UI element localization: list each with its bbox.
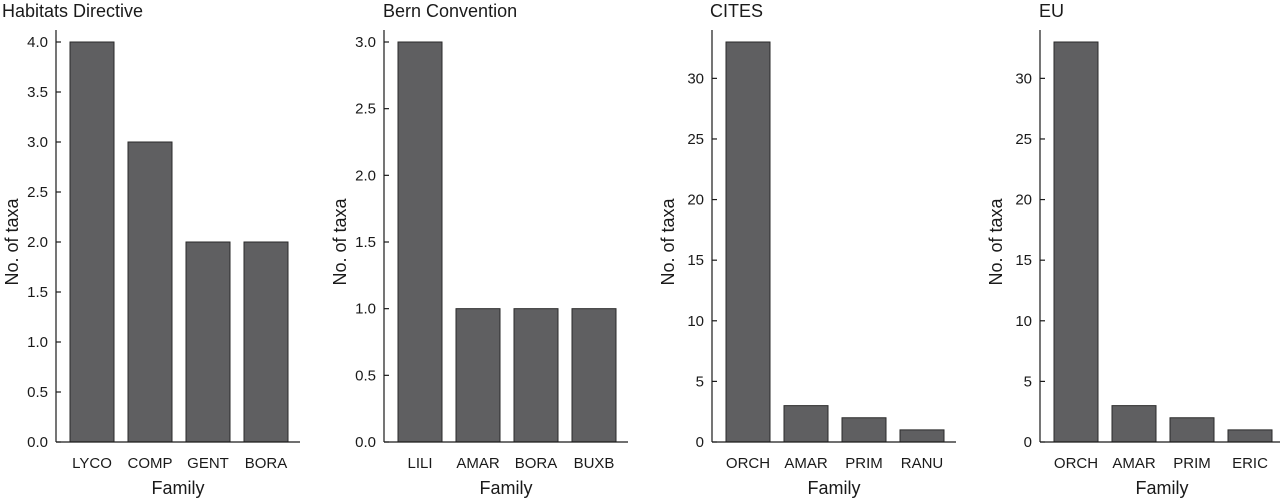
x-tick-label: LILI	[407, 455, 432, 472]
y-tick-label: 1.0	[27, 334, 48, 351]
y-tick-label: 20	[1015, 192, 1032, 209]
x-tick-label: ERIC	[1232, 455, 1268, 472]
y-tick-label: 1.5	[27, 284, 48, 301]
x-tick-label: LYCO	[72, 455, 112, 472]
y-tick-label: 0	[696, 434, 704, 451]
x-tick-label: GENT	[187, 455, 229, 472]
bar	[783, 405, 829, 443]
y-tick-label: 3.0	[27, 134, 48, 151]
y-tick-label: 25	[1015, 131, 1032, 148]
y-tick-label: 2.5	[27, 184, 48, 201]
bar	[1227, 429, 1273, 443]
x-tick-label: PRIM	[1173, 455, 1211, 472]
y-tick-label: 3.0	[355, 34, 376, 51]
y-axis-title: No. of taxa	[330, 197, 350, 285]
y-tick-label: 5	[1024, 373, 1032, 390]
y-axis-title: No. of taxa	[2, 197, 22, 285]
x-tick-label: ORCH	[726, 455, 770, 472]
bar	[1169, 417, 1215, 443]
x-axis-title: Family	[152, 478, 205, 498]
x-tick-label: BORA	[245, 455, 288, 472]
y-tick-label: 15	[1015, 252, 1032, 269]
y-tick-label: 0.5	[355, 367, 376, 384]
bar	[513, 308, 559, 443]
x-tick-label: BORA	[515, 455, 558, 472]
chart-title: CITES	[710, 1, 763, 21]
y-tick-label: 25	[687, 131, 704, 148]
x-tick-label: PRIM	[845, 455, 883, 472]
x-tick-label: COMP	[128, 455, 173, 472]
y-tick-label: 20	[687, 192, 704, 209]
y-axis-title: No. of taxa	[658, 197, 678, 285]
x-axis-title: Family	[808, 478, 861, 498]
bar	[1111, 405, 1157, 443]
bar	[841, 417, 887, 443]
y-tick-label: 0.0	[27, 434, 48, 451]
y-axis-title: No. of taxa	[986, 197, 1006, 285]
y-tick-label: 30	[687, 70, 704, 87]
x-tick-label: RANU	[901, 455, 944, 472]
y-tick-label: 2.5	[355, 101, 376, 118]
y-tick-label: 2.0	[27, 234, 48, 251]
bar	[69, 41, 115, 443]
bar	[455, 308, 501, 443]
x-tick-label: ORCH	[1054, 455, 1098, 472]
y-tick-label: 15	[687, 252, 704, 269]
y-tick-label: 1.0	[355, 301, 376, 318]
y-tick-label: 1.5	[355, 234, 376, 251]
bar	[1053, 41, 1099, 443]
bar	[127, 141, 173, 443]
chart-title: EU	[1039, 1, 1064, 21]
bar	[185, 241, 231, 443]
bar	[899, 429, 945, 443]
bar	[243, 241, 289, 443]
y-tick-label: 10	[687, 313, 704, 330]
y-tick-label: 10	[1015, 313, 1032, 330]
x-tick-label: AMAR	[456, 455, 500, 472]
x-tick-label: AMAR	[1112, 455, 1156, 472]
y-tick-label: 3.5	[27, 84, 48, 101]
x-axis-title: Family	[480, 478, 533, 498]
x-tick-label: AMAR	[784, 455, 828, 472]
y-tick-label: 0.0	[355, 434, 376, 451]
chart-title: Habitats Directive	[2, 1, 143, 21]
x-tick-label: BUXB	[574, 455, 615, 472]
y-tick-label: 4.0	[27, 34, 48, 51]
x-axis-title: Family	[1136, 478, 1189, 498]
y-tick-label: 0	[1024, 434, 1032, 451]
chart-title: Bern Convention	[383, 1, 517, 21]
y-tick-label: 30	[1015, 70, 1032, 87]
y-tick-label: 5	[696, 373, 704, 390]
y-tick-label: 2.0	[355, 167, 376, 184]
bar	[571, 308, 617, 443]
bar	[397, 41, 443, 443]
bar	[725, 41, 771, 443]
y-tick-label: 0.5	[27, 384, 48, 401]
